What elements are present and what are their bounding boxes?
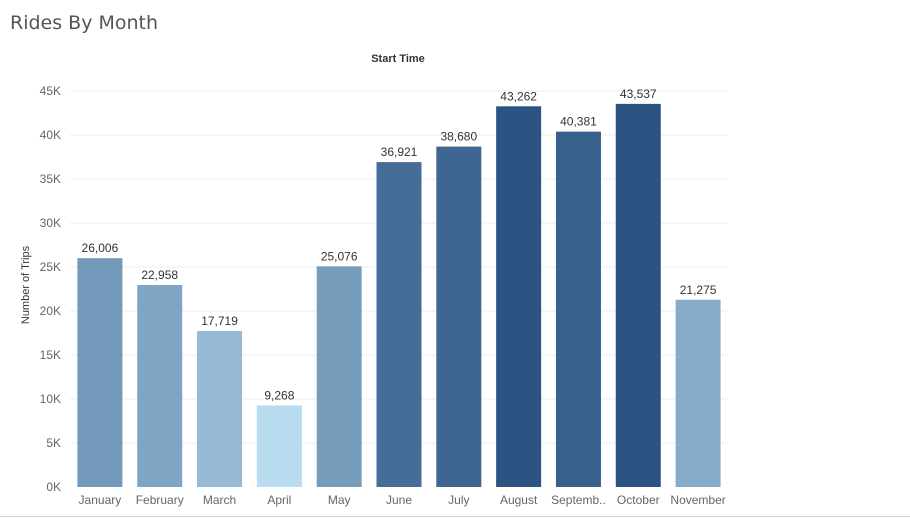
x-tick-label: January: [79, 493, 122, 507]
bar[interactable]: [496, 106, 542, 487]
data-label: 36,921: [381, 145, 418, 159]
data-label: 40,381: [560, 115, 597, 129]
x-tick-label: August: [500, 493, 538, 507]
bar[interactable]: [137, 284, 183, 487]
data-label: 43,537: [620, 87, 657, 101]
bar[interactable]: [436, 146, 482, 487]
data-label: 9,268: [264, 388, 294, 402]
bar[interactable]: [316, 266, 362, 487]
x-tick-label: April: [267, 493, 291, 507]
y-tick-label: 0K: [46, 480, 61, 494]
y-tick-label: 30K: [40, 216, 61, 230]
y-tick-label: 40K: [40, 128, 61, 142]
x-tick-label: October: [617, 493, 660, 507]
data-label: 21,275: [680, 283, 717, 297]
x-tick-label: March: [203, 493, 236, 507]
x-axis: January February March April May June July Augu…: [79, 493, 726, 507]
x-tick-label: June: [386, 493, 412, 507]
data-label: 43,262: [500, 89, 537, 103]
y-tick-label: 25K: [40, 260, 61, 274]
divider: [0, 516, 910, 517]
chart-title: Rides By Month: [10, 12, 159, 34]
bar[interactable]: [376, 162, 422, 487]
y-axis-title: Number of Trips: [20, 245, 32, 324]
data-label: 22,958: [141, 268, 178, 282]
y-tick-label: 15K: [40, 348, 61, 362]
data-label: 25,076: [321, 249, 358, 263]
y-tick-label: 10K: [40, 392, 61, 406]
column-header: Start Time: [371, 53, 425, 65]
x-tick-label: November: [670, 493, 725, 507]
data-label: 17,719: [201, 314, 238, 328]
bars: [77, 103, 721, 488]
y-tick-label: 20K: [40, 304, 61, 318]
bar[interactable]: [197, 331, 243, 487]
y-tick-label: 45K: [40, 84, 61, 98]
x-tick-label: Septemb..: [551, 493, 606, 507]
x-tick-label: February: [136, 493, 184, 507]
data-label: 26,006: [82, 241, 119, 255]
data-labels: 26,006 22,958 17,719 9,268 25,076 36,921 38,68…: [82, 87, 717, 403]
bar[interactable]: [555, 131, 601, 487]
data-label: 38,680: [440, 130, 477, 144]
bar[interactable]: [675, 299, 721, 487]
x-tick-label: May: [328, 493, 351, 507]
y-axis: 0K 5K 10K 15K 20K 25K 30K 35K 40K 45K: [40, 84, 61, 494]
bar[interactable]: [77, 258, 123, 487]
x-tick-label: July: [448, 493, 469, 507]
y-tick-label: 5K: [46, 436, 61, 450]
y-tick-label: 35K: [40, 172, 61, 186]
bar[interactable]: [256, 405, 302, 487]
bar[interactable]: [615, 103, 661, 488]
